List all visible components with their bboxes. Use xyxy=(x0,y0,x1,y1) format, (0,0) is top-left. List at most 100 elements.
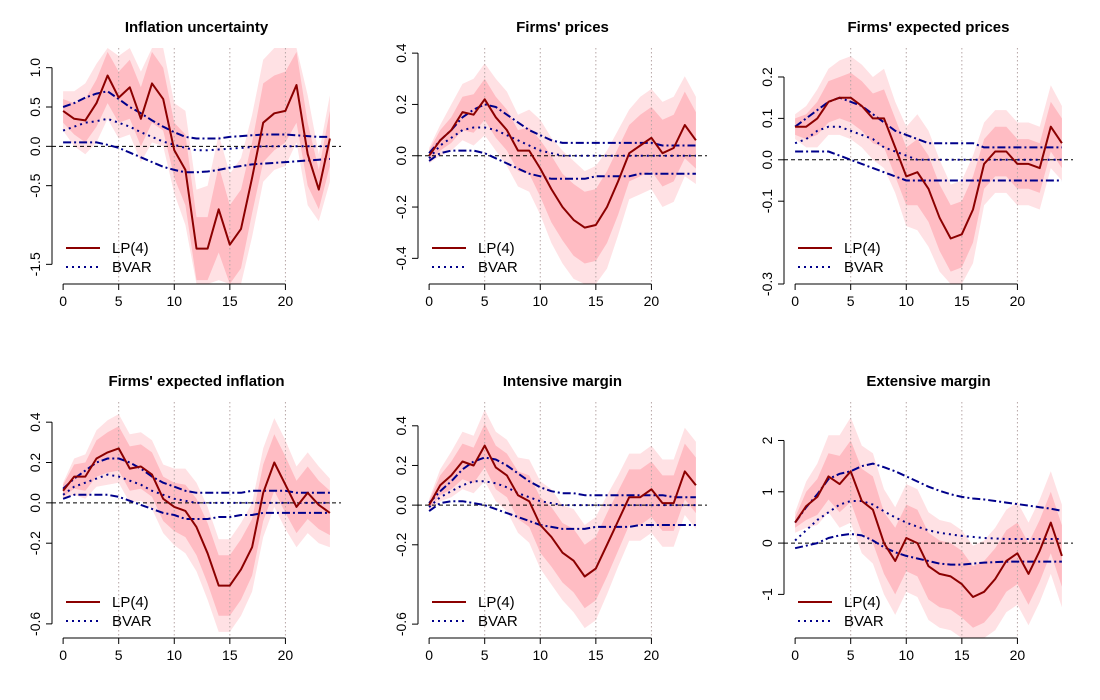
x-tick-label: 5 xyxy=(847,647,855,663)
plot-area xyxy=(52,402,341,638)
lp-line xyxy=(62,447,331,587)
plot-area xyxy=(418,48,707,284)
lp-line xyxy=(62,74,331,250)
bvar-line xyxy=(428,480,696,508)
x-tick-label: 5 xyxy=(115,293,123,309)
legend-bvar-label: BVAR xyxy=(844,613,884,630)
y-tick-label: -1 xyxy=(759,588,775,601)
x-tick-label: 0 xyxy=(425,293,433,309)
bvar-line xyxy=(428,126,696,159)
panel-title: Inflation uncertainty xyxy=(125,19,269,36)
y-tick-label: 0.2 xyxy=(27,453,43,473)
legend-lp-label: LP(4) xyxy=(844,240,881,257)
bvar-lower-line xyxy=(428,500,696,530)
y-tick-label: -0.1 xyxy=(759,189,775,213)
legend-lp-label: LP(4) xyxy=(112,240,149,257)
bvar-lower-line xyxy=(62,493,330,520)
bvar-upper-line xyxy=(794,462,1063,524)
legend-lp-label: LP(4) xyxy=(478,594,515,611)
panel-title: Extensive margin xyxy=(866,373,990,390)
bvar-lower-line xyxy=(794,532,1062,566)
y-tick-label: -0.5 xyxy=(27,173,43,197)
x-tick-label: 20 xyxy=(644,647,660,663)
x-tick-label: 10 xyxy=(532,647,548,663)
y-tick-label: 0.2 xyxy=(759,67,775,87)
lp-line xyxy=(794,470,1063,598)
x-tick-label: 20 xyxy=(1010,293,1026,309)
chart-panel: 0 5 10 15 20 -0.3 -0.1 0.0 0.1 0.2 Firms' expected… xyxy=(759,19,1073,309)
legend-bvar-label: BVAR xyxy=(478,613,518,630)
chart-panel: 0 5 10 15 20 -1.5 -0.5 0.0 0.5 1.0 Inflation uncer… xyxy=(27,19,341,309)
legend-lp-label: LP(4) xyxy=(112,594,149,611)
lp-band-inner xyxy=(63,426,330,616)
y-tick-label: 0.0 xyxy=(27,136,43,156)
x-tick-label: 0 xyxy=(59,647,67,663)
chart-panel: 0 5 10 15 20 -0.6 -0.2 0.0 0.2 0.4 Intensive margi… xyxy=(393,373,707,663)
legend-bvar-label: BVAR xyxy=(844,259,884,276)
legend-bvar-label: BVAR xyxy=(112,613,152,630)
y-tick-label: 1.0 xyxy=(27,58,43,78)
x-tick-label: 20 xyxy=(278,647,294,663)
bvar-upper-line xyxy=(62,90,330,140)
lp-band-inner xyxy=(795,440,1062,628)
y-tick-label: 1 xyxy=(759,488,775,496)
lp-band-inner xyxy=(429,423,696,609)
lp-band-inner xyxy=(795,72,1062,272)
y-tick-label: 0.5 xyxy=(27,97,43,117)
y-tick-label: 0.4 xyxy=(393,416,409,436)
panel-title: Firms' expected inflation xyxy=(108,373,284,390)
x-tick-label: 5 xyxy=(847,293,855,309)
x-tick-label: 20 xyxy=(278,293,294,309)
lp-line xyxy=(795,96,1063,240)
y-tick-label: 0.4 xyxy=(27,412,43,432)
x-tick-label: 20 xyxy=(644,293,660,309)
legend-bvar-label: BVAR xyxy=(112,259,152,276)
lp-band-outer xyxy=(795,417,1062,638)
y-tick-label: 0.0 xyxy=(393,495,409,515)
x-tick-label: 15 xyxy=(954,293,970,309)
bvar-line xyxy=(62,117,330,152)
x-tick-label: 15 xyxy=(222,293,238,309)
chart-panel: 0 5 10 15 20 -0.6 -0.2 0.0 0.2 0.4 Firms' expected… xyxy=(27,373,341,663)
x-tick-label: 0 xyxy=(425,647,433,663)
bvar-lower-line xyxy=(63,141,330,174)
chart-panel: 0 5 10 15 20 -0.4 -0.2 0.0 0.2 0.4 Firms' prices LP… xyxy=(393,19,707,309)
x-tick-label: 15 xyxy=(588,293,604,309)
x-tick-label: 0 xyxy=(59,293,67,309)
y-tick-label: 0.0 xyxy=(393,146,409,166)
y-tick-label: 0.0 xyxy=(27,493,43,513)
panel-title: Intensive margin xyxy=(503,373,622,390)
bvar-upper-line xyxy=(62,457,330,494)
plot-area xyxy=(784,48,1073,284)
y-tick-label: -0.2 xyxy=(393,195,409,219)
x-tick-label: 15 xyxy=(954,647,970,663)
x-tick-label: 15 xyxy=(588,647,604,663)
y-tick-label: 0.2 xyxy=(393,94,409,114)
panel-title: Firms' prices xyxy=(516,19,609,36)
x-tick-label: 0 xyxy=(791,647,799,663)
x-tick-label: 5 xyxy=(115,647,123,663)
x-tick-label: 5 xyxy=(481,293,489,309)
y-tick-label: 2 xyxy=(759,436,775,444)
x-tick-label: 15 xyxy=(222,647,238,663)
y-tick-label: -0.6 xyxy=(27,612,43,636)
bvar-line xyxy=(62,473,330,504)
x-tick-label: 10 xyxy=(898,647,914,663)
bvar-lower-line xyxy=(795,150,1062,182)
lp-band-inner xyxy=(63,51,330,284)
y-tick-label: 0 xyxy=(759,539,775,547)
y-tick-label: 0.0 xyxy=(759,150,775,170)
plot-area xyxy=(52,48,341,284)
y-tick-label: 0.4 xyxy=(393,43,409,63)
y-tick-label: 0.1 xyxy=(759,108,775,128)
bvar-lower-line xyxy=(428,149,696,180)
x-tick-label: 10 xyxy=(898,293,914,309)
plot-area xyxy=(784,402,1073,638)
legend-lp-label: LP(4) xyxy=(844,594,881,611)
y-tick-label: -1.5 xyxy=(27,252,43,276)
x-tick-label: 10 xyxy=(532,293,548,309)
chart-panel: 0 5 10 15 20 -1 0 1 2 Extensive margin LP(4) BVAR xyxy=(759,373,1073,663)
y-tick-label: -0.2 xyxy=(393,533,409,557)
plot-area xyxy=(418,402,707,638)
